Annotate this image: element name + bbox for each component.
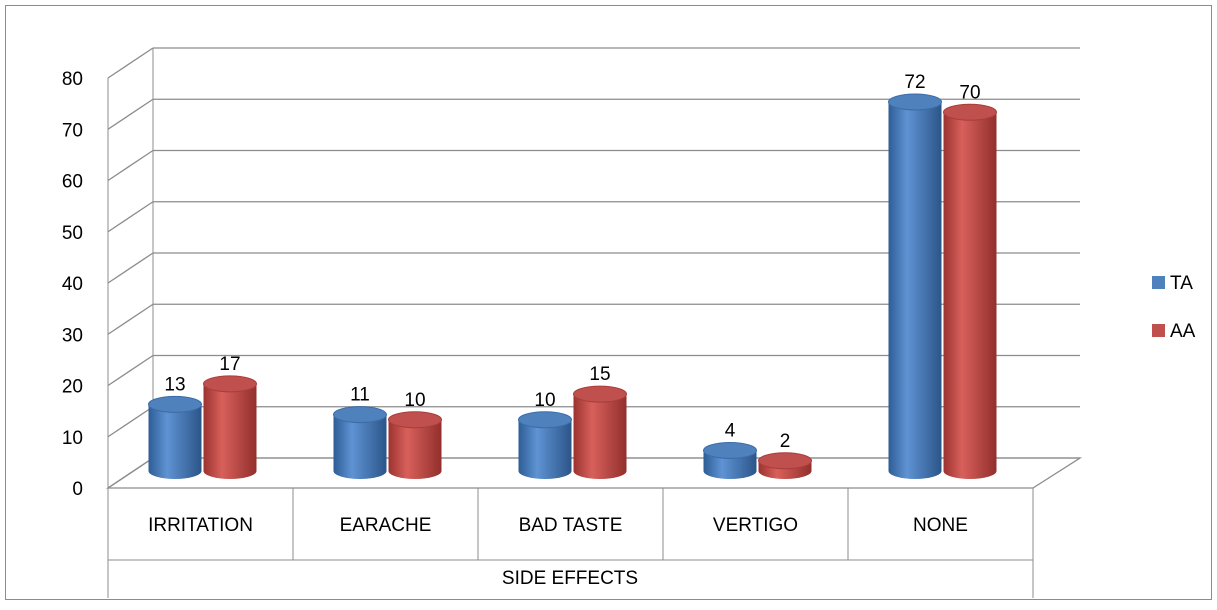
bar-aa bbox=[943, 103, 997, 479]
gridline-depth bbox=[107, 406, 154, 438]
data-label: 11 bbox=[350, 385, 370, 406]
y-tick-label: 20 bbox=[62, 377, 83, 398]
bar-aa bbox=[203, 375, 257, 479]
data-label: 13 bbox=[164, 374, 185, 395]
data-label: 70 bbox=[959, 82, 980, 103]
data-label: 10 bbox=[534, 390, 555, 411]
y-tick-label: 40 bbox=[62, 274, 83, 295]
x-tick-label: IRRITATION bbox=[148, 515, 253, 536]
legend-label: AA bbox=[1170, 321, 1196, 342]
gridline-depth bbox=[107, 252, 154, 284]
floor bbox=[105, 457, 1083, 489]
y-tick-label: 50 bbox=[62, 223, 83, 244]
x-tick-label: EARACHE bbox=[340, 515, 432, 536]
bar-aa bbox=[758, 452, 812, 479]
bar-ta bbox=[333, 406, 387, 479]
y-tick-label: 0 bbox=[72, 479, 83, 500]
y-tick-label: 10 bbox=[62, 428, 83, 449]
legend-swatch bbox=[1152, 324, 1165, 337]
chart-border bbox=[5, 5, 1212, 600]
gridline-depth bbox=[107, 303, 154, 335]
data-label: 15 bbox=[589, 364, 610, 385]
x-tick-label: BAD TASTE bbox=[519, 515, 623, 536]
gridline-depth bbox=[107, 201, 154, 233]
gridline-depth bbox=[107, 354, 154, 387]
data-label: 2 bbox=[780, 431, 791, 452]
y-tick-label: 60 bbox=[62, 172, 83, 193]
data-label: 4 bbox=[725, 421, 736, 442]
bar-aa bbox=[388, 411, 442, 479]
bars bbox=[148, 93, 997, 479]
labels: 13 11 10 4 72 17 10 15 2 70 bbox=[164, 72, 980, 452]
legend: TA AA bbox=[1152, 273, 1196, 342]
bar-aa bbox=[573, 385, 627, 479]
bar-ta bbox=[888, 93, 942, 479]
y-tick-label: 70 bbox=[62, 120, 83, 141]
axes: 0 10 20 30 40 50 60 70 80 IRRITATION EARACHE BAD TA… bbox=[62, 48, 1034, 598]
data-label: 10 bbox=[404, 390, 425, 411]
y-tick-label: 30 bbox=[62, 325, 83, 346]
x-axis-title: SIDE EFFECTS bbox=[502, 568, 638, 589]
data-label: 72 bbox=[904, 72, 925, 93]
legend-swatch bbox=[1152, 276, 1165, 289]
y-tick-label: 80 bbox=[62, 69, 83, 90]
x-tick-label: VERTIGO bbox=[713, 515, 798, 536]
gridline-depth bbox=[107, 98, 154, 130]
gridline-depth bbox=[107, 149, 154, 182]
bar-ta bbox=[148, 395, 202, 479]
x-tick-label: NONE bbox=[913, 515, 968, 536]
data-label: 17 bbox=[219, 354, 240, 375]
gridline-depth bbox=[107, 47, 154, 79]
legend-label: TA bbox=[1170, 273, 1193, 294]
bar-ta bbox=[518, 411, 572, 479]
bar-ta bbox=[703, 442, 757, 479]
